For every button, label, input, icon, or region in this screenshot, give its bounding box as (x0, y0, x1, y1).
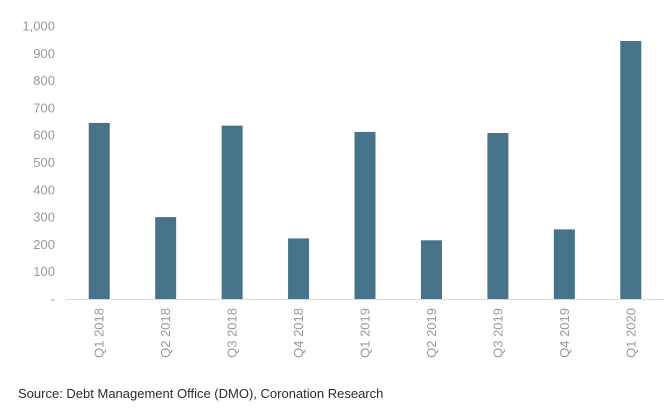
bar (420, 240, 442, 299)
y-tick-label: 800 (33, 73, 55, 88)
x-tick-label: Q1 2018 (92, 308, 107, 358)
y-tick-label: 100 (33, 264, 55, 279)
bar (221, 125, 243, 300)
bar (354, 131, 376, 299)
y-tick-label: 700 (33, 100, 55, 115)
bar (620, 41, 642, 299)
y-tick-label: 300 (33, 210, 55, 225)
x-tick-label: Q3 2019 (490, 308, 505, 358)
bar (487, 133, 509, 299)
x-tick-label: Q1 2019 (358, 308, 373, 358)
bar (88, 122, 110, 299)
x-tick-label: Q2 2019 (424, 308, 439, 358)
y-tick-label: 600 (33, 128, 55, 143)
bar (553, 229, 575, 299)
y-tick-label: - (51, 292, 55, 307)
y-tick-label: 900 (33, 46, 55, 61)
x-tick-label: Q2 2018 (158, 308, 173, 358)
x-axis: Q1 2018 Q2 2018 Q3 2018 Q4 2018 Q1 2019 Q2 20… (92, 308, 639, 358)
source-note: Source: Debt Management Office (DMO), Co… (18, 386, 384, 401)
bar-chart: - 100 200 300 400 500 600 700 800 900 1,000 Q1 201… (22, 19, 664, 358)
x-tick-label: Q4 2018 (291, 308, 306, 358)
x-tick-label: Q1 2020 (623, 308, 638, 358)
y-axis: - 100 200 300 400 500 600 700 800 900 1,000 (22, 19, 55, 307)
bar (155, 217, 177, 299)
y-tick-label: 1,000 (22, 19, 55, 34)
bars (88, 41, 642, 300)
y-tick-label: 200 (33, 237, 55, 252)
y-tick-label: 400 (33, 182, 55, 197)
bar (288, 238, 310, 299)
y-tick-label: 500 (33, 155, 55, 170)
x-tick-label: Q4 2019 (557, 308, 572, 358)
x-tick-label: Q3 2018 (225, 308, 240, 358)
